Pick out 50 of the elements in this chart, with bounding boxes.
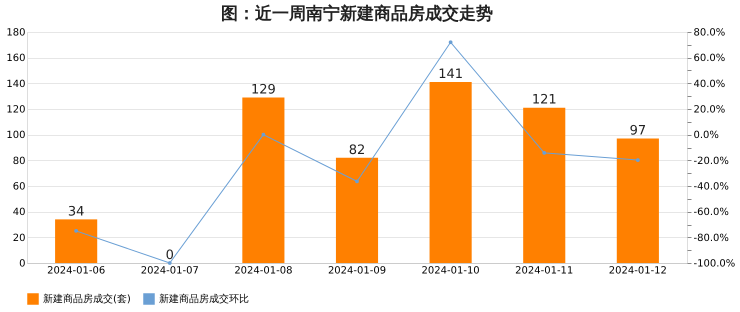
legend-label: 新建商品房成交环比: [159, 293, 249, 305]
y-tick-label: 20: [12, 232, 26, 244]
y-tick-label: 40: [12, 207, 26, 218]
y2-tick-label: 40.0%: [694, 78, 726, 90]
chart-title: 图：近一周南宁新建商品房成交走势: [221, 4, 493, 24]
y-tick-label: 100: [6, 130, 26, 142]
data-label: 34: [68, 204, 84, 220]
x-tick-label: 2024-01-12: [608, 266, 667, 276]
legend-label: 新建商品房成交(套): [43, 293, 131, 305]
y2-tick-label: -100.0%: [694, 258, 736, 270]
y2-tick-label: 80.0%: [694, 28, 726, 38]
y2-tick-label: 60.0%: [694, 53, 726, 64]
x-tick-label: 2024-01-11: [515, 266, 574, 276]
y-tick-label: 0: [19, 258, 26, 270]
x-tick-label: 2024-01-09: [328, 266, 386, 276]
bar: [55, 219, 98, 263]
y2-tick-label: 0.0%: [694, 130, 719, 142]
x-tick-label: 2024-01-06: [47, 266, 106, 276]
y2-tick-label: -20.0%: [694, 156, 729, 167]
data-label: 129: [250, 82, 276, 98]
y2-tick-label: -60.0%: [694, 207, 729, 218]
point: [168, 261, 172, 265]
y-tick-label: 120: [6, 104, 26, 116]
data-label: 0: [166, 248, 174, 263]
y-tick-label: 60: [12, 182, 26, 192]
point: [262, 132, 266, 137]
data-label: 97: [630, 124, 646, 139]
bar: [523, 108, 566, 263]
data-label: 82: [348, 142, 366, 158]
x-tick-label: 2024-01-07: [140, 266, 199, 276]
x-tick-label: 2024-01-08: [234, 266, 292, 276]
y2-tick-label: 20.0%: [694, 104, 726, 116]
bar: [616, 138, 659, 263]
y2-tick-label: -80.0%: [694, 232, 729, 244]
point: [636, 158, 640, 162]
point: [74, 229, 78, 233]
y-tick-label: 160: [6, 53, 26, 64]
y2-tick-label: -40.0%: [694, 182, 729, 192]
point: [355, 180, 359, 184]
y-tick-label: 80: [12, 156, 26, 167]
point: [448, 40, 452, 44]
data-label: 141: [438, 67, 464, 82]
bar: [430, 82, 472, 263]
data-label: 121: [532, 92, 557, 108]
bar: [336, 158, 378, 263]
bar: [242, 97, 284, 263]
y-tick-label: 140: [6, 78, 26, 90]
point: [542, 151, 546, 155]
x-tick-label: 2024-01-10: [422, 266, 480, 276]
y-tick-label: 180: [6, 28, 26, 38]
